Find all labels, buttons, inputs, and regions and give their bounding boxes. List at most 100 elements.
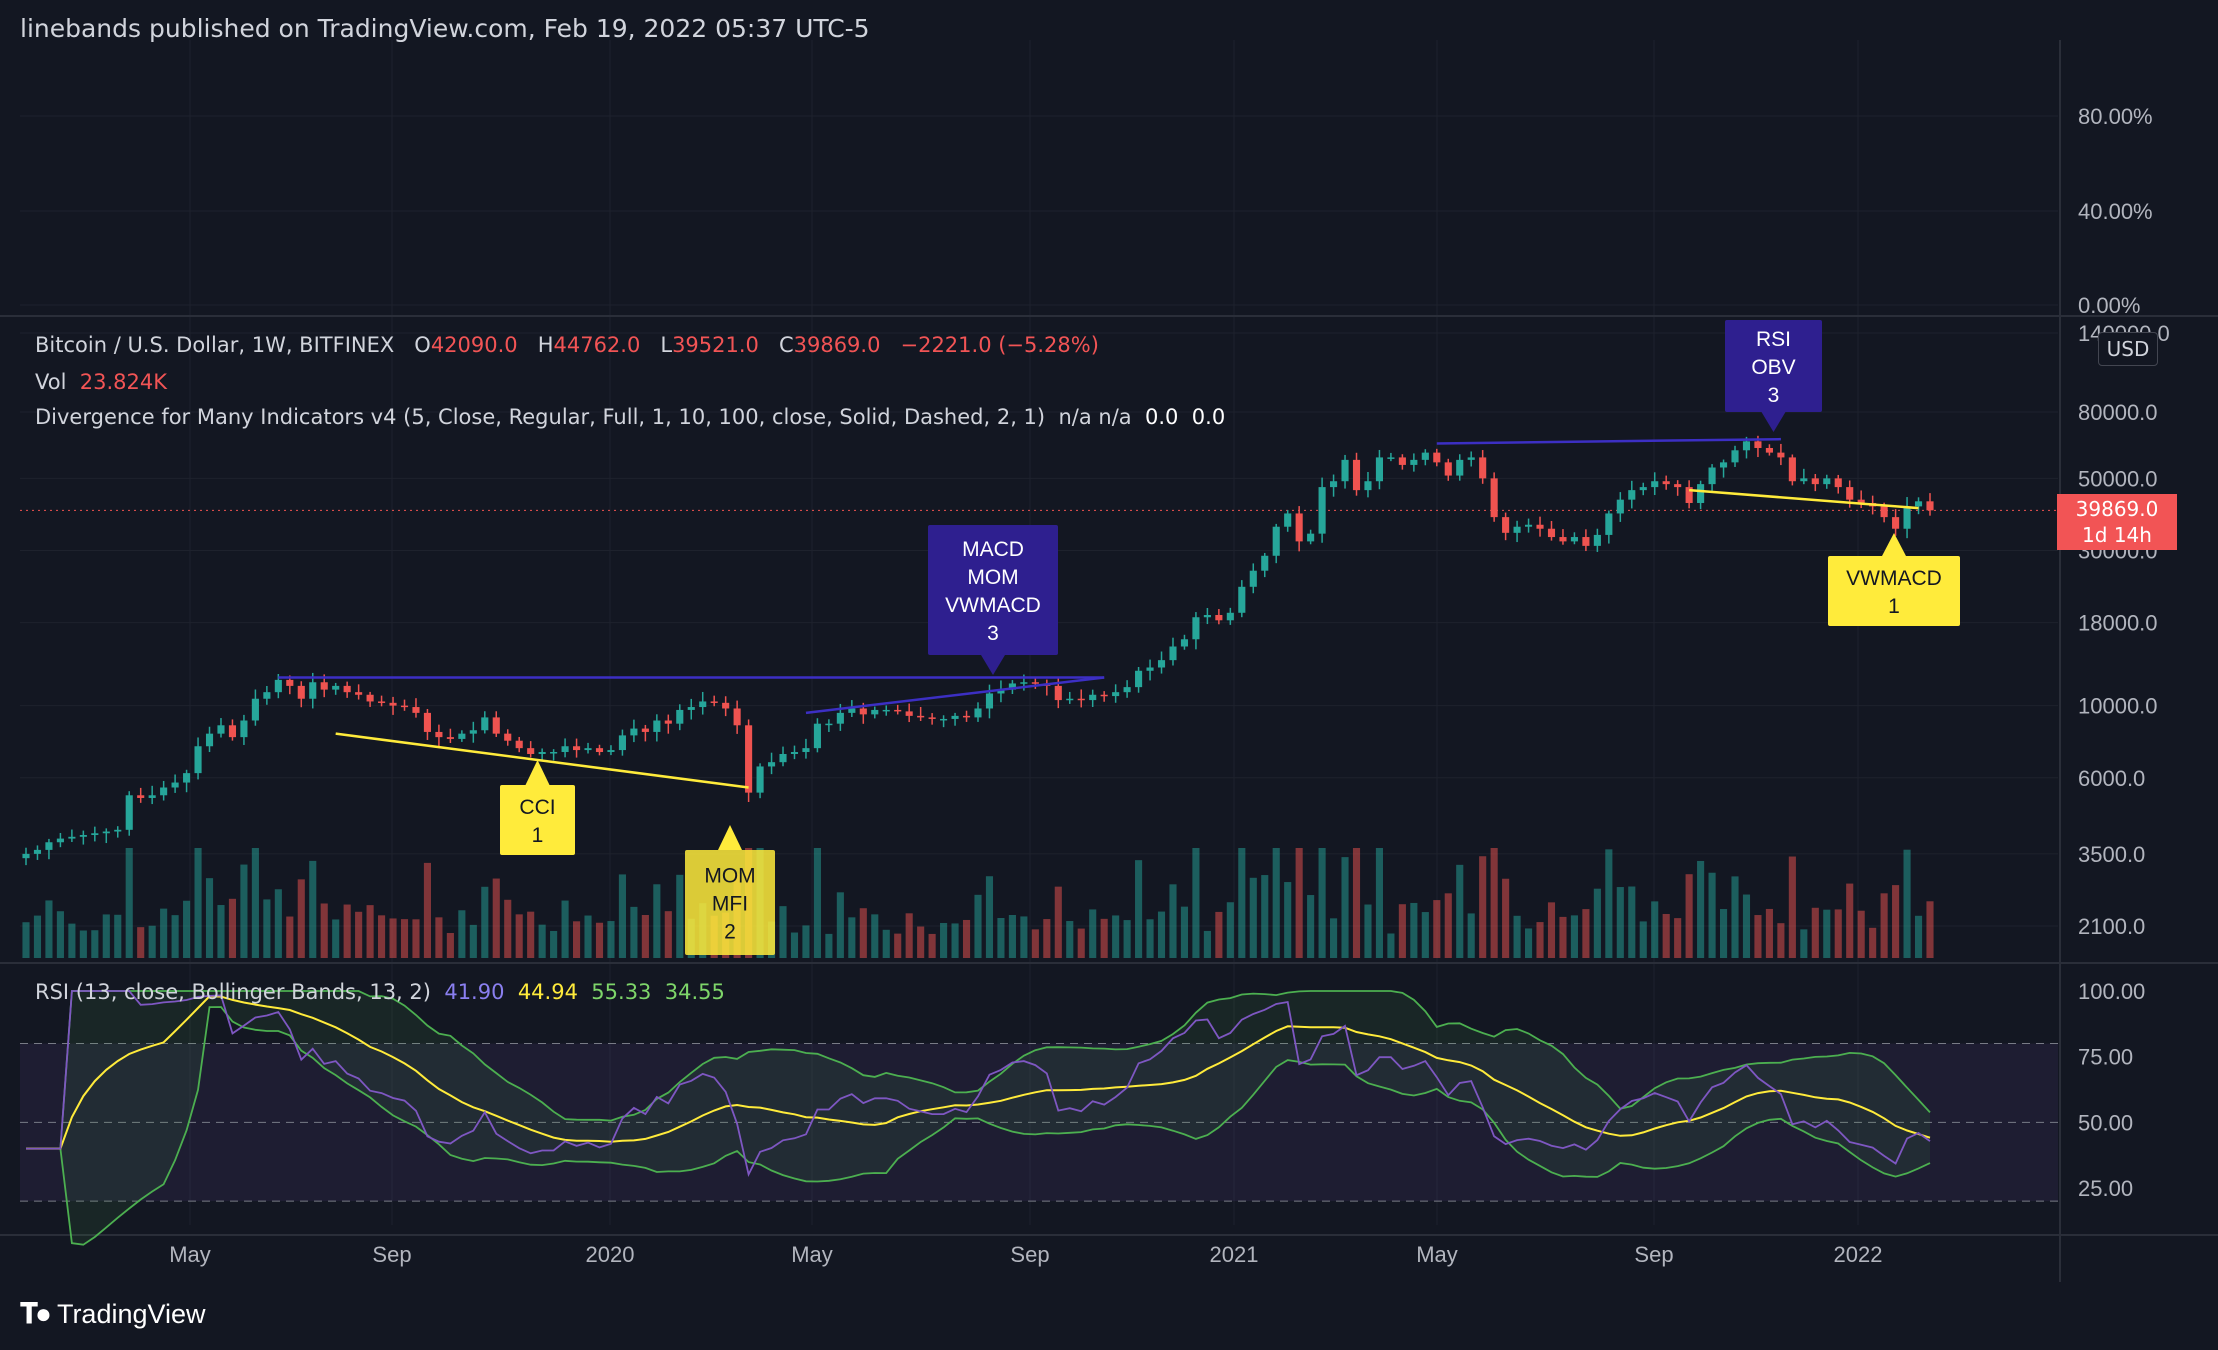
candle-body (1444, 462, 1452, 476)
candle-body (653, 720, 661, 732)
volume-bar (1226, 902, 1234, 958)
volume-bar (1719, 909, 1728, 958)
volume-bar (561, 900, 569, 958)
volume-bar (1387, 933, 1395, 958)
candle-body (1742, 441, 1751, 451)
candle-body (332, 685, 340, 690)
volume-bar (1020, 916, 1028, 958)
time-tick-label: 2022 (1834, 1242, 1883, 1267)
volume-bar (263, 899, 271, 958)
divergence-labels: RSI OBV 3 MACD MOM VWMACD 3 CCI 1 MOM MFI 2 VWMACD 1 (500, 320, 1960, 955)
candle-body (1123, 687, 1131, 693)
candle-body (1226, 612, 1234, 621)
candle-body (446, 737, 454, 739)
candle-body (125, 795, 133, 830)
label-box (1725, 320, 1822, 412)
rsi-pane (20, 990, 2058, 1246)
volume-bar (527, 911, 535, 958)
pane-separators (0, 40, 2218, 1282)
volume-bar (1593, 888, 1601, 958)
volume-bar (1410, 902, 1418, 958)
candle-body (825, 723, 833, 726)
volume-bar (378, 915, 386, 958)
open-value: 42090.0 (430, 333, 518, 357)
volume-value: 23.824K (79, 370, 168, 394)
volume-bar (1433, 900, 1441, 958)
candle-body (1502, 517, 1510, 533)
price-tick-label: 50000.0 (2078, 466, 2158, 491)
volume-bar (1616, 887, 1624, 958)
volume-bar (160, 908, 168, 958)
candle-body (917, 715, 925, 718)
volume-bar (1926, 901, 1934, 958)
candle-body (1352, 459, 1361, 491)
volume-label[interactable]: Vol (35, 370, 67, 394)
volume-legend: Vol 23.824K (35, 370, 167, 394)
volume-bar (1077, 928, 1085, 958)
volume-bar (630, 906, 638, 958)
candle-body (1169, 646, 1177, 661)
price-tick-label: 18000.0 (2078, 611, 2158, 636)
candle-body (550, 752, 558, 754)
volume-bar (1043, 919, 1051, 958)
rsi-upper-value: 55.33 (591, 980, 652, 1004)
divergence-line (335, 732, 749, 789)
candle-body (745, 725, 753, 793)
candle-body (343, 685, 351, 693)
bearish-divergence-label: RSI OBV 3 (1725, 320, 1822, 432)
candle-body (423, 712, 432, 732)
indicator-name[interactable]: Divergence for Many Indicators v4 (5, Cl… (35, 405, 1046, 429)
volume-bar (1192, 848, 1200, 958)
candle-body (160, 787, 168, 796)
volume-bar (859, 908, 867, 958)
label-pointer (981, 655, 1005, 675)
volume-bar (974, 894, 982, 958)
volume-bar (1914, 915, 1923, 958)
volume-bar (183, 900, 191, 958)
top-pane-tick-label: 80.00% (2078, 104, 2153, 129)
volume-bar (286, 916, 294, 958)
rsi-value: 41.90 (444, 980, 505, 1004)
currency-button[interactable]: USD (2098, 332, 2158, 366)
label-text: CCI (519, 796, 555, 819)
volume-bar (962, 919, 971, 958)
low-value: 39521.0 (672, 333, 759, 357)
last-price-value: 39869.0 (2075, 497, 2159, 521)
tradingview-logo[interactable]: 𝐓● TradingView (20, 1298, 206, 1331)
volume-bar (297, 879, 305, 958)
rsi-tick-label: 100.00 (2078, 979, 2145, 1004)
volume-bar (45, 900, 53, 958)
candle-body (1674, 484, 1682, 488)
candle-body (974, 708, 982, 718)
candle-body (1892, 517, 1900, 529)
candle-body (1341, 459, 1349, 482)
candle-body (1272, 526, 1280, 556)
candle-body (1479, 457, 1487, 479)
volume-bar (1651, 901, 1659, 958)
volume-bar (114, 914, 122, 958)
candle-body (790, 752, 799, 754)
candle-body (836, 712, 844, 724)
label-text: OBV (1751, 356, 1795, 379)
rsi-indicator-name[interactable]: RSI (13, close, Bollinger Bands, 13, 2) (35, 980, 431, 1004)
volume-bar (1857, 910, 1865, 958)
rsi-tick-label: 75.00 (2078, 1045, 2133, 1070)
divergence-line (805, 676, 1105, 715)
volume-bar (504, 899, 512, 958)
candle-body (45, 842, 53, 850)
volume-bar (469, 924, 477, 958)
candle-body (228, 725, 237, 738)
volume-bar (1788, 856, 1796, 958)
volume-bar (1054, 886, 1062, 958)
volume-bar (1100, 918, 1108, 958)
candle-body (1192, 617, 1200, 640)
candle-body (733, 708, 741, 726)
candle-body (1788, 457, 1796, 482)
symbol-name[interactable]: Bitcoin / U.S. Dollar, 1W, BITFINEX (35, 333, 395, 357)
candle-body (1387, 457, 1395, 459)
label-text: 2 (724, 921, 736, 944)
candle-body (1066, 698, 1074, 701)
volume-bar (1524, 928, 1533, 958)
time-tick-label: Sep (1634, 1242, 1673, 1267)
